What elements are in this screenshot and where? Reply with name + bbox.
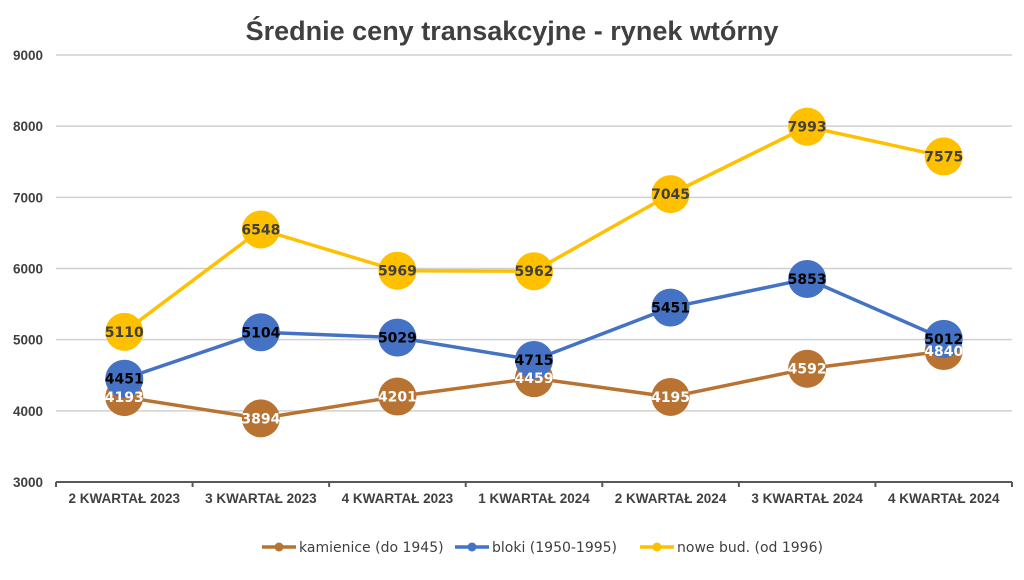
data-label: 6548 [241,223,280,239]
data-label: 7575 [924,149,963,165]
data-label: 4195 [651,390,690,406]
x-tick-label: 1 KWARTAŁ 2024 [478,491,590,506]
data-labels: 4193 3894 4201 4459 4195 4592 4840 4451 5104 5029… [105,120,964,428]
data-point-marker [241,313,280,352]
data-label: 4451 [105,372,144,388]
data-label: 3894 [241,411,280,427]
series-1 [105,259,963,398]
data-point-marker [924,319,963,358]
legend-item-2: nowe bud. (od 1996) [640,540,823,556]
x-tick-label: 3 KWARTAŁ 2024 [751,491,863,506]
data-label: 4193 [105,390,144,406]
legend-label: bloki (1950-1995) [492,540,617,556]
data-label: 4592 [788,362,827,378]
data-point-marker [651,288,690,327]
data-label: 5853 [788,272,827,288]
data-point-marker [241,399,280,438]
y-tick-label: 8000 [13,119,43,134]
series-layer [105,107,963,438]
y-tick-label: 4000 [13,404,43,419]
data-label: 4840 [924,344,963,360]
data-point-marker [651,377,690,416]
data-label: 4459 [515,371,554,387]
data-point-marker [241,210,280,249]
data-label: 5969 [378,264,417,280]
y-tick-label: 7000 [13,190,43,205]
series-2 [105,107,963,351]
data-label: 5110 [105,325,144,341]
legend-marker-icon [652,542,662,552]
y-tick-label: 6000 [13,262,43,277]
legend-item-1: bloki (1950-1995) [455,540,617,556]
data-label: 7993 [788,120,827,136]
legend-marker-icon [274,542,284,552]
legend: kamienice (do 1945) bloki (1950-1995) nowe… [262,540,823,556]
y-tick-label: 3000 [13,475,43,490]
y-axis-ticks: 3000 4000 5000 6000 7000 8000 9000 [13,48,43,490]
data-label: 4201 [378,390,417,406]
x-tick-label: 2 KWARTAŁ 2024 [615,491,727,506]
chart-title: Średnie ceny transakcyjne - rynek wtórny [246,15,779,46]
data-point-marker [378,377,417,416]
data-point-marker [105,359,144,398]
x-tick-label: 2 KWARTAŁ 2023 [69,491,181,506]
data-point-marker [105,312,144,351]
data-point-marker [651,175,690,214]
data-label: 7045 [651,187,690,203]
data-label: 5104 [241,325,280,341]
data-point-marker [788,259,827,298]
data-label: 4715 [515,353,554,369]
data-point-marker [924,137,963,176]
data-point-marker [378,251,417,290]
data-label: 5962 [515,264,554,280]
legend-item-0: kamienice (do 1945) [262,540,444,556]
y-tick-label: 5000 [13,333,43,348]
data-point-marker [788,107,827,146]
data-point-marker [378,318,417,357]
legend-marker-icon [467,542,477,552]
data-point-marker [515,252,553,291]
x-tick-label: 4 KWARTAŁ 2023 [342,491,454,506]
x-tick-label: 4 KWARTAŁ 2024 [888,491,1000,506]
legend-label: nowe bud. (od 1996) [677,540,823,556]
data-point-marker [788,349,827,388]
data-label: 5012 [924,332,963,348]
data-label: 5029 [378,331,417,347]
y-tick-label: 9000 [13,48,43,63]
x-tick-label: 3 KWARTAŁ 2023 [205,491,317,506]
x-axis: 2 KWARTAŁ 2023 3 KWARTAŁ 2023 4 KWARTAŁ 20… [55,481,1013,506]
data-point-marker [515,340,553,379]
data-label: 5451 [651,301,690,317]
legend-label: kamienice (do 1945) [299,540,444,556]
